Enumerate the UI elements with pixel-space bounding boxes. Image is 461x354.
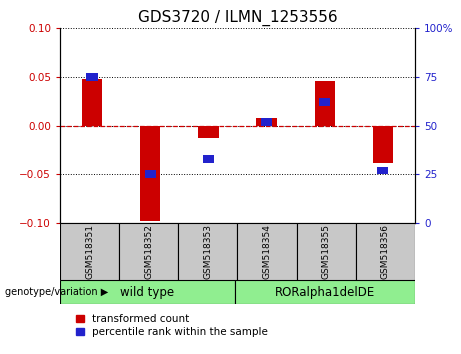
- Bar: [319, 98, 330, 106]
- Bar: [140, 126, 160, 221]
- FancyBboxPatch shape: [178, 223, 237, 280]
- FancyBboxPatch shape: [60, 223, 119, 280]
- FancyBboxPatch shape: [119, 223, 178, 280]
- Bar: [145, 171, 156, 178]
- Text: genotype/variation ▶: genotype/variation ▶: [5, 287, 108, 297]
- Text: GSM518355: GSM518355: [322, 224, 331, 279]
- FancyBboxPatch shape: [356, 223, 415, 280]
- Text: wild type: wild type: [120, 286, 174, 298]
- Text: GSM518354: GSM518354: [262, 224, 272, 279]
- Text: GSM518351: GSM518351: [85, 224, 94, 279]
- Bar: [261, 118, 272, 126]
- Bar: [256, 118, 277, 126]
- Bar: [372, 126, 393, 163]
- Title: GDS3720 / ILMN_1253556: GDS3720 / ILMN_1253556: [137, 9, 337, 25]
- FancyBboxPatch shape: [60, 280, 235, 304]
- FancyBboxPatch shape: [296, 223, 356, 280]
- Bar: [82, 79, 102, 126]
- Bar: [198, 126, 219, 138]
- FancyBboxPatch shape: [237, 223, 296, 280]
- FancyBboxPatch shape: [235, 280, 415, 304]
- Legend: transformed count, percentile rank within the sample: transformed count, percentile rank withi…: [72, 310, 272, 341]
- Text: GSM518352: GSM518352: [144, 224, 153, 279]
- Text: RORalpha1delDE: RORalpha1delDE: [275, 286, 375, 298]
- Bar: [314, 81, 335, 126]
- Bar: [377, 167, 389, 175]
- Bar: [203, 155, 214, 163]
- Text: GSM518356: GSM518356: [381, 224, 390, 279]
- Text: GSM518353: GSM518353: [203, 224, 213, 279]
- Bar: [86, 73, 98, 81]
